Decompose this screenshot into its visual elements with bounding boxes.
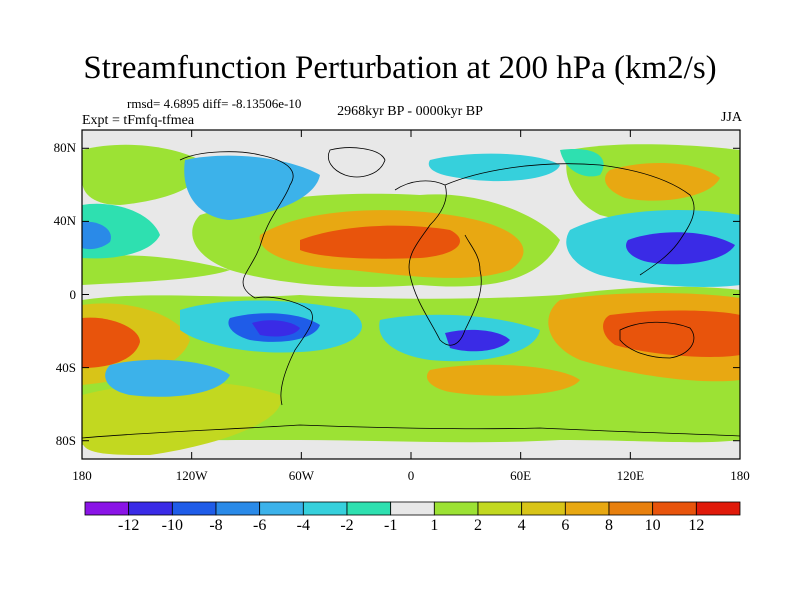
- period-label: 2968kyr BP - 0000kyr BP: [337, 104, 483, 119]
- colorbar-swatch: [695, 501, 741, 516]
- contour-cyan-arctic-asia: [560, 149, 604, 177]
- contour-purple-west-pacific: [626, 232, 735, 265]
- colorbar-swatch: [521, 501, 566, 516]
- lon-tick-label: 120W: [175, 468, 208, 483]
- coast-australia: [619, 321, 695, 359]
- contour-blue-north-pacific: [82, 221, 111, 250]
- colorbar-swatch: [171, 501, 217, 516]
- contour-orange-north-asia: [605, 163, 720, 201]
- contour-purple-south-africa: [445, 329, 510, 352]
- colorbar-swatch: [433, 501, 479, 516]
- colorbar-swatch: [128, 501, 173, 516]
- contour-blue-north-atlantic: [184, 155, 320, 220]
- colorbar-swatch: [564, 501, 610, 516]
- lat-tick-label: 40S: [55, 359, 76, 375]
- colorbar-label: 10: [644, 517, 661, 534]
- lon-tick-label: 180: [72, 468, 92, 483]
- colorbar-swatch: [652, 501, 697, 516]
- colorbar-label: 6: [561, 517, 570, 534]
- colorbar-label: -8: [209, 517, 223, 534]
- colorbar-swatch: [390, 501, 435, 516]
- colorbar-label: -6: [252, 517, 267, 534]
- lat-tick-label: 40N: [53, 213, 76, 229]
- contour-orange-southern-ocean: [426, 364, 580, 396]
- colorbar-swatch: [215, 501, 261, 516]
- contour-red-south-pacific: [82, 317, 140, 368]
- colorbar-label: 12: [688, 517, 705, 534]
- season-label: JJA: [720, 110, 742, 125]
- contour-red-north-africa: [300, 225, 460, 259]
- colorbar-label: 4: [517, 517, 526, 534]
- colorbar-label: -12: [117, 517, 140, 534]
- colorbar: [84, 501, 741, 516]
- colorbar-swatch: [477, 501, 523, 516]
- colorbar-label: 8: [605, 517, 613, 534]
- colorbar-label: -4: [296, 517, 310, 534]
- axis-ticks: [81, 130, 741, 459]
- contour-red-australia: [603, 310, 740, 357]
- colorbar-label: 2: [474, 517, 482, 534]
- contour-green-arctic: [428, 153, 560, 182]
- coast-greenland: [328, 147, 386, 178]
- lat-tick-label: 0: [69, 286, 77, 302]
- lon-tick-label: 60W: [288, 468, 314, 483]
- colorbar-label: 1: [430, 517, 439, 534]
- stats-text: rmsd= 4.6895 diff= -8.13506e-10: [127, 96, 302, 111]
- contour-blue-south-pacific: [105, 359, 230, 397]
- colorbar-swatch: [259, 501, 304, 516]
- coast-europe-africa: [394, 180, 482, 346]
- colorbar-swatch: [84, 501, 130, 516]
- colorbar-swatch: [608, 501, 654, 516]
- coast-south-america: [254, 296, 313, 406]
- contour-green-tropic-band: [82, 255, 230, 285]
- lon-tick-label: 60E: [510, 468, 532, 483]
- colorbar-label: -10: [161, 517, 183, 534]
- contour-yellow-south-atlantic: [82, 381, 281, 455]
- plot-title: Streamfunction Perturbation at 200 hPa (…: [83, 50, 717, 86]
- lon-tick-label: 120E: [616, 468, 645, 483]
- contour-field: [82, 130, 740, 459]
- colorbar-label: -2: [340, 517, 354, 534]
- lat-tick-label: 80N: [53, 140, 76, 156]
- coast-antarctica: [82, 424, 740, 439]
- colorbar-label: -1: [383, 517, 398, 534]
- contour-green-north-pacific: [82, 144, 202, 205]
- colorbar-swatch: [346, 501, 392, 516]
- coastlines: [82, 147, 740, 439]
- lat-tick-label: 80S: [55, 432, 76, 448]
- contour-purple-south-america: [252, 320, 300, 337]
- coast-asia: [444, 163, 695, 276]
- lon-tick-label: 180: [730, 468, 750, 483]
- experiment-label: Expt = tFmfq-tfmea: [82, 113, 195, 128]
- coast-north-america: [179, 151, 294, 299]
- lon-tick-label: 0: [407, 468, 415, 483]
- colorbar-swatch: [302, 501, 348, 516]
